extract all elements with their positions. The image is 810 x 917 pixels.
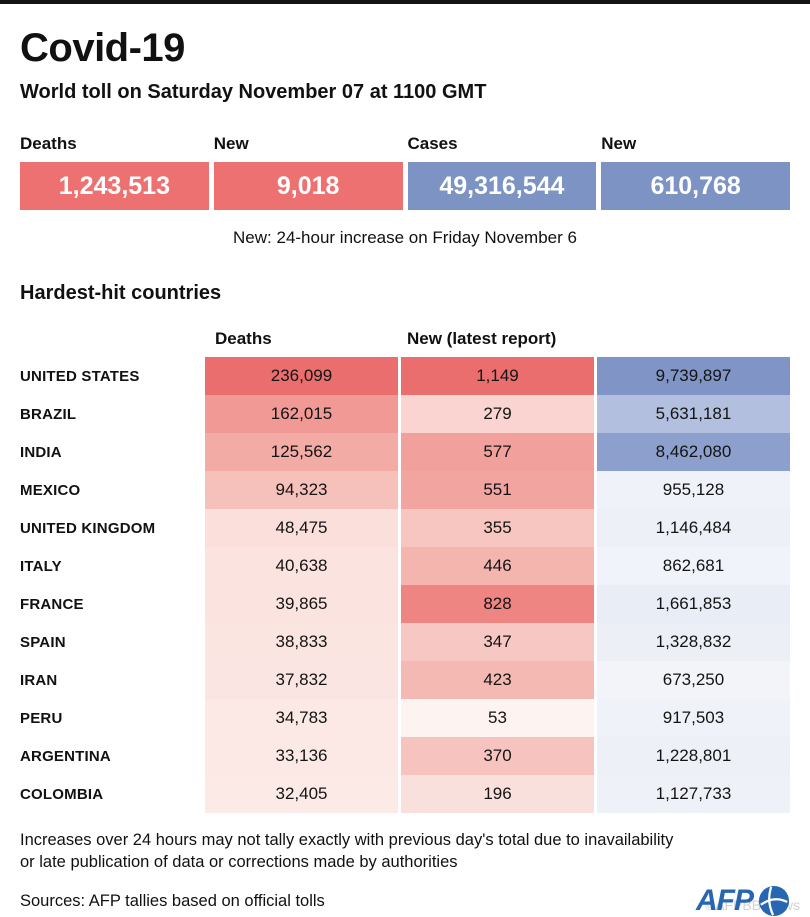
cases-cell: 1,228,801 [597,737,790,775]
country-table-body: UNITED STATES 236,099 1,149 9,739,897 BR… [20,357,790,813]
table-row: UNITED KINGDOM 48,475 355 1,146,484 [20,509,790,547]
deaths-label: Deaths [20,134,77,153]
cases-cell: 5,631,181 [597,395,790,433]
globe-icon [758,885,790,917]
table-row: PERU 34,783 53 917,503 [20,699,790,737]
country-name: ARGENTINA [20,747,111,765]
country-name: FRANCE [20,595,84,613]
summary-note: New: 24-hour increase on Friday November… [233,228,577,247]
new-cell: 828 [401,585,594,623]
cases-new-box: 610,768 [601,162,790,210]
table-row: IRAN 37,832 423 673,250 [20,661,790,699]
country-name: UNITED STATES [20,367,140,385]
column-header-new: New (latest report) [407,329,557,348]
cases-label: Cases [407,134,458,153]
table-row: UNITED STATES 236,099 1,149 9,739,897 [20,357,790,395]
deaths-cell: 162,015 [205,395,398,433]
cases-cell: 1,328,832 [597,623,790,661]
cases-total-box: 49,316,544 [407,162,597,210]
new-cell: 196 [401,775,594,813]
country-name: UNITED KINGDOM [20,519,156,537]
deaths-new-box: 9,018 [213,162,403,210]
summary-boxes: 1,243,513 9,018 49,316,544 610,768 [20,162,790,210]
new-cell: 551 [401,471,594,509]
deaths-new-label: New [213,134,249,153]
deaths-total-box: 1,243,513 [20,162,209,210]
cases-cell: 955,128 [597,471,790,509]
cases-cell: 1,146,484 [597,509,790,547]
section-title: Hardest-hit countries [20,282,222,304]
sources-text: Sources: AFP tallies based on official t… [20,891,325,910]
table-row: SPAIN 38,833 347 1,328,832 [20,623,790,661]
country-name: SPAIN [20,633,66,651]
deaths-cell: 34,783 [205,699,398,737]
cases-cell: 8,462,080 [597,433,790,471]
cases-cell: 1,127,733 [597,775,790,813]
country-name: BRAZIL [20,405,77,423]
afp-logo: AFP [696,885,790,917]
country-name: MEXICO [20,481,81,499]
cases-cell: 9,739,897 [597,357,790,395]
cases-new-label: New [601,134,637,153]
new-cell: 1,149 [401,357,594,395]
country-column-spacer [20,329,202,349]
afp-logo-text: AFP [696,884,754,917]
deaths-cell: 40,638 [205,547,398,585]
new-cell: 347 [401,623,594,661]
new-cell: 446 [401,547,594,585]
summary-labels: Deaths New Cases New [20,134,790,154]
country-name: IRAN [20,671,58,689]
cases-cell: 673,250 [597,661,790,699]
new-cell: 355 [401,509,594,547]
country-name: ITALY [20,557,62,575]
country-name: PERU [20,709,63,727]
deaths-cell: 32,405 [205,775,398,813]
new-cell: 423 [401,661,594,699]
deaths-cell: 48,475 [205,509,398,547]
table-header: Deaths New (latest report) [20,329,790,349]
deaths-cell: 39,865 [205,585,398,623]
new-cell: 53 [401,699,594,737]
table-row: BRAZIL 162,015 279 5,631,181 [20,395,790,433]
country-name: COLOMBIA [20,785,104,803]
cases-column-spacer [597,329,790,349]
footnote-line-1: Increases over 24 hours may not tally ex… [20,831,674,849]
new-cell: 577 [401,433,594,471]
table-row: MEXICO 94,323 551 955,128 [20,471,790,509]
new-cell: 370 [401,737,594,775]
deaths-cell: 125,562 [205,433,398,471]
footnote-line-2: or late publication of data or correctio… [20,853,458,871]
new-cell: 279 [401,395,594,433]
deaths-cell: 38,833 [205,623,398,661]
deaths-cell: 94,323 [205,471,398,509]
cases-cell: 1,661,853 [597,585,790,623]
table-row: ARGENTINA 33,136 370 1,228,801 [20,737,790,775]
footer-row: Sources: AFP tallies based on official t… [20,885,790,917]
cases-cell: 862,681 [597,547,790,585]
column-header-deaths: Deaths [215,329,272,348]
subtitle: World toll on Saturday November 07 at 11… [20,81,487,103]
table-row: INDIA 125,562 577 8,462,080 [20,433,790,471]
table-row: ITALY 40,638 446 862,681 [20,547,790,585]
page-title: Covid-19 [20,26,185,70]
cases-cell: 917,503 [597,699,790,737]
table-row: COLOMBIA 32,405 196 1,127,733 [20,775,790,813]
deaths-cell: 33,136 [205,737,398,775]
table-row: FRANCE 39,865 828 1,661,853 [20,585,790,623]
deaths-cell: 236,099 [205,357,398,395]
deaths-cell: 37,832 [205,661,398,699]
footnote: Increases over 24 hours may not tally ex… [20,829,790,873]
country-name: INDIA [20,443,62,461]
